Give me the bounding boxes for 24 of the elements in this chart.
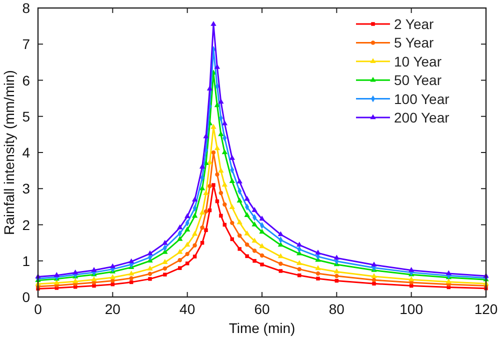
x-tick-label: 40 <box>180 301 196 317</box>
y-axis-title: Rainfall intensity (mm/min) <box>1 70 17 235</box>
y-tick-label: 2 <box>22 216 30 233</box>
legend-label: 50 Year <box>394 72 442 88</box>
x-axis-title: Time (min) <box>228 320 296 336</box>
x-tick-label: 60 <box>254 301 270 317</box>
x-tick-label: 80 <box>328 301 345 317</box>
y-tick-label: 5 <box>22 108 30 124</box>
y-tick-label: 0 <box>22 289 30 305</box>
x-tick-label: 100 <box>400 301 424 317</box>
x-tick-label: 0 <box>34 301 42 317</box>
x-tick-label: 20 <box>104 301 121 317</box>
y-tick-label: 4 <box>22 144 30 160</box>
y-tick-label: 1 <box>22 252 30 269</box>
y-tick-label: 8 <box>22 0 30 16</box>
y-tick-label: 7 <box>22 36 30 52</box>
legend-label: 200 Year <box>394 110 450 126</box>
legend-label: 2 Year <box>394 16 434 32</box>
legend-label: 100 Year <box>394 90 450 107</box>
legend-label: 5 Year <box>394 34 434 51</box>
x-tick-label: 120 <box>474 301 498 317</box>
y-tick-label: 3 <box>22 180 30 197</box>
legend-label: 10 Year <box>394 53 442 70</box>
y-tick-label: 6 <box>22 72 30 88</box>
